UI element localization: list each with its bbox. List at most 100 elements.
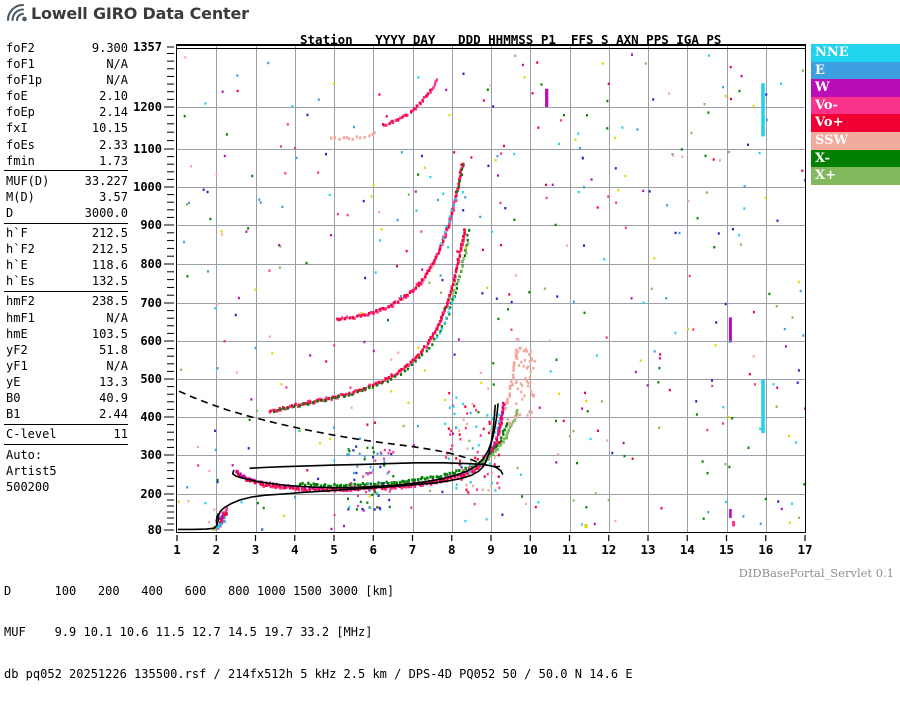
autoscaler-line: Auto: [6,447,43,462]
param-key: foEs [6,137,35,152]
legend-item-nne[interactable]: NNE [811,44,900,62]
param-key: h`Es [6,274,35,289]
param-value: 212.5 [91,242,128,257]
param-value: N/A [106,358,128,373]
legend-item-vo[interactable]: Vo+ [811,114,900,132]
legend-label: Vo- [815,97,838,113]
param-row: yF1 N/A [4,358,130,374]
param-key: M(D) [6,189,35,204]
legend-item-e[interactable]: E [811,61,900,80]
param-row: foF2 9.300 [4,40,130,56]
param-key: foEp [6,105,35,120]
legend: NNE E W Vo- Vo+ SSW X- X+ [811,44,900,185]
param-group-divider [4,170,128,172]
plot-top-rule [177,45,805,49]
legend-item-x[interactable]: X+ [811,167,900,185]
autoscaler-line: Artist5 [6,463,57,478]
param-key: MUF(D) [6,173,50,188]
param-key: h`F2 [6,242,35,257]
param-value: 2.14 [99,105,128,120]
param-value: 2.10 [99,89,128,104]
y-axis-tick-label: 900 [140,218,162,232]
param-row: C-level 11 [4,426,130,442]
x-axis-tick-label: 6 [369,542,378,557]
param-row: D 3000.0 [4,205,130,221]
x-axis-tick-label: 7 [408,542,417,557]
footer-distance-row: D 100 200 400 600 800 1000 1500 3000 [km… [4,584,395,599]
brand: Lowell GIRO Data Center [6,3,249,23]
param-row: foEs 2.33 [4,137,130,153]
legend-label: W [815,80,830,96]
legend-label: X- [815,150,831,166]
param-row: fmin 1.73 [4,153,130,169]
param-value: 118.6 [91,258,128,273]
param-value: 1.73 [99,153,128,168]
param-group-divider [4,222,128,224]
param-row: yF2 51.8 [4,342,130,358]
param-value: 51.8 [99,342,128,357]
param-key: yE [6,374,21,389]
param-key: foF2 [6,41,35,55]
x-axis-ticks [176,535,806,541]
autoscaler-line: 500200 [6,479,50,494]
x-axis-tick-label: 12 [601,542,617,557]
y-axis-tick-label: 1100 [133,142,162,156]
y-axis-tick-label: 1200 [133,100,162,114]
param-value: 9.300 [91,41,128,55]
param-row: hmE 103.5 [4,326,130,342]
param-value: N/A [106,310,128,325]
x-axis-tick-label: 13 [640,542,656,557]
legend-item-x[interactable]: X- [811,149,900,168]
param-row: B0 40.9 [4,390,130,406]
param-value: 132.5 [91,274,128,289]
param-group-divider [4,423,128,425]
param-value: 2.33 [99,137,128,152]
wifi-arc-icon [6,3,28,23]
y-axis-tick-label: 1357 [133,40,162,54]
param-row: MUF(D) 33.227 [4,173,130,189]
muf-dashed-curve [178,390,502,468]
param-key: B1 [6,407,21,422]
param-key: foF1p [6,73,43,88]
true-height-profile [177,404,497,531]
legend-item-vo[interactable]: Vo- [811,96,900,115]
param-row: foE 2.10 [4,88,130,104]
param-value: 10.15 [91,121,128,136]
y-axis-ticks [164,46,174,531]
param-row: fxI 10.15 [4,120,130,136]
param-key: yF1 [6,358,28,373]
x-axis-tick-label: 10 [522,542,538,557]
x-axis-tick-label: 1 [173,542,181,557]
footer: D 100 200 400 600 800 1000 1500 3000 [km… [4,558,633,709]
param-value: 33.227 [84,173,128,188]
y-axis-tick-label: 600 [140,334,162,348]
x-axis-tick-label: 4 [290,542,299,557]
legend-label: SSW [815,132,849,148]
legend-item-ssw[interactable]: SSW [811,131,900,150]
x-axis-tick-label: 16 [758,542,774,557]
y-axis-tick-label: 80 [147,523,162,537]
param-row: h`E 118.6 [4,257,130,273]
param-key: B0 [6,390,21,405]
x-axis-tick-label: 8 [447,542,456,557]
param-value: N/A [106,57,128,72]
param-value: 13.3 [99,374,128,389]
param-value: 212.5 [91,226,128,241]
param-key: fmin [6,153,35,168]
x-axis-tick-label: 2 [212,542,221,557]
param-row: foEp 2.14 [4,104,130,120]
param-row: yE 13.3 [4,374,130,390]
x-axis-tick-label: 5 [330,542,338,557]
param-value: 2.44 [99,407,128,422]
param-value: 3000.0 [84,205,128,220]
param-key: foE [6,89,28,104]
autoscaler-block: Auto: Artist5 500200 [4,447,130,495]
param-row: B1 2.44 [4,406,130,422]
x-axis: 1 2 3 4 5 6 7 8 9 10 11 12 13 14 15 16 17 [173,535,813,557]
param-key: foF1 [6,57,35,72]
param-row: h`F2 212.5 [4,241,130,257]
param-row: h`Es 132.5 [4,273,130,289]
servlet-version: DIDBasePortal_Servlet 0.1 [738,566,894,580]
param-row: hmF1 N/A [4,310,130,326]
legend-item-w[interactable]: W [811,79,900,97]
